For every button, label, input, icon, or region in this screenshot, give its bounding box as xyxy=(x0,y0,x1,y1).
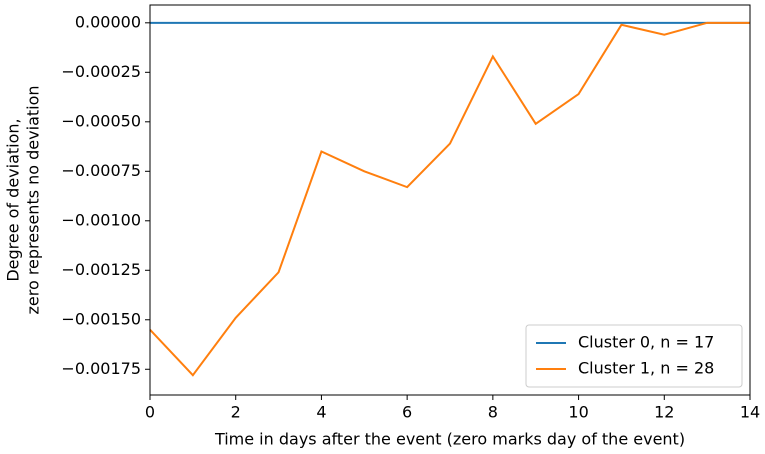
series-line xyxy=(149,21,750,377)
x-tick-label: 12 xyxy=(654,403,674,422)
y-tick-label: −0.00175 xyxy=(61,359,141,378)
x-axis-label: Time in days after the event (zero marks… xyxy=(214,430,685,449)
legend-box xyxy=(525,324,743,388)
x-tick-label: 2 xyxy=(231,403,241,422)
y-tick-label: −0.00150 xyxy=(61,309,141,328)
y-axis-label: zero represents no deviation xyxy=(24,85,43,314)
x-tick-label: 8 xyxy=(488,403,498,422)
plot-frame xyxy=(149,4,751,396)
legend-label: Cluster 0, n = 17 xyxy=(578,333,714,352)
x-tick-label: 10 xyxy=(568,403,588,422)
y-tick-label: −0.00100 xyxy=(61,210,141,229)
x-tick-label: 4 xyxy=(316,403,326,422)
legend-label: Cluster 1, n = 28 xyxy=(578,359,714,378)
y-tick-label: −0.00050 xyxy=(61,111,141,130)
x-tick-label: 0 xyxy=(145,403,155,422)
x-tick-label: 14 xyxy=(740,403,760,422)
y-axis-label: Degree of deviation, xyxy=(4,118,23,281)
y-tick-label: −0.00125 xyxy=(61,260,141,279)
legend: Cluster 0, n = 17 Cluster 1, n = 28 xyxy=(525,324,743,388)
x-tick-label: 6 xyxy=(402,403,412,422)
y-tick-label: 0.00000 xyxy=(75,12,141,31)
y-tick-label: −0.00025 xyxy=(61,62,141,81)
y-tick-label: −0.00075 xyxy=(61,161,141,180)
